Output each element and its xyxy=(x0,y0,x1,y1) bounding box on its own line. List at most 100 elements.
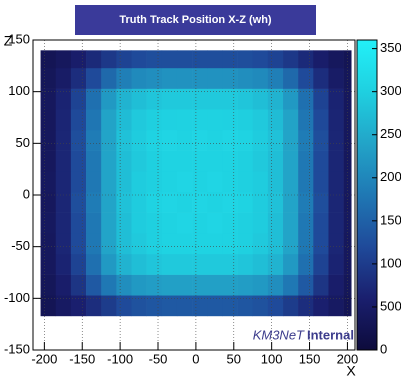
heat-cell xyxy=(328,295,344,317)
heat-cell xyxy=(283,191,299,213)
heat-cell xyxy=(222,171,238,193)
heat-cell xyxy=(116,50,132,69)
heat-cell xyxy=(237,171,254,193)
heat-cell xyxy=(192,274,208,296)
colorbar-tick-label: 2500 xyxy=(380,126,401,141)
heat-cell xyxy=(222,67,238,89)
heat-cell xyxy=(328,171,344,193)
colorbar-tick-label: 2000 xyxy=(380,169,401,184)
heat-cell xyxy=(298,274,314,296)
heat-cell xyxy=(101,171,117,193)
heat-cell xyxy=(176,295,193,317)
colorbar-tick-label: 3000 xyxy=(380,83,401,98)
heat-cell xyxy=(313,150,329,172)
heat-cell xyxy=(176,88,193,110)
heat-cell xyxy=(55,191,72,213)
heat-cell xyxy=(328,212,344,234)
heat-cell xyxy=(116,274,132,296)
heat-cell xyxy=(131,212,147,234)
heat-cell xyxy=(313,88,329,110)
heat-cell xyxy=(313,50,329,69)
heat-cell xyxy=(237,109,254,131)
heat-cell xyxy=(161,88,178,110)
heat-cell xyxy=(328,50,344,69)
x-axis-label: X xyxy=(346,363,356,379)
x-tick-label: 200 xyxy=(337,351,359,366)
heat-cell xyxy=(192,171,208,193)
overlay xyxy=(32,39,356,351)
heat-cell xyxy=(146,109,163,131)
heat-cell xyxy=(40,233,57,255)
heat-cell xyxy=(192,50,208,69)
heat-cell xyxy=(267,253,284,275)
heat-cell xyxy=(131,233,147,255)
heat-cell xyxy=(86,233,102,255)
heat-cell xyxy=(40,109,57,131)
heat-cell xyxy=(86,253,102,275)
heat-cell xyxy=(328,109,344,131)
heat-cell xyxy=(267,233,284,255)
heat-cell xyxy=(237,212,254,234)
heat-cell xyxy=(313,212,329,234)
heat-cell xyxy=(146,191,163,213)
heat-cell xyxy=(298,129,314,151)
heat-cell xyxy=(86,67,102,89)
heat-cell xyxy=(161,129,178,151)
heat-cell xyxy=(55,233,72,255)
heat-cell xyxy=(252,67,269,89)
heat-cell xyxy=(328,253,344,275)
heat-cell xyxy=(86,295,102,317)
heat-cell xyxy=(192,233,208,255)
heat-cell xyxy=(222,295,238,317)
heat-cell xyxy=(131,171,147,193)
heatmap-cells xyxy=(40,50,352,317)
heat-cell xyxy=(267,150,284,172)
heat-cell xyxy=(237,129,254,151)
heat-cell xyxy=(328,67,344,89)
heat-cell xyxy=(55,50,72,69)
heat-cell xyxy=(131,109,147,131)
heat-cell xyxy=(313,129,329,151)
heat-cell xyxy=(101,150,117,172)
heat-cell xyxy=(192,295,208,317)
heat-cell xyxy=(298,233,314,255)
heat-cell xyxy=(252,191,269,213)
y-tick-label: -50 xyxy=(11,238,30,253)
heat-cell xyxy=(222,253,238,275)
heat-cell xyxy=(328,88,344,110)
heat-cell xyxy=(146,67,163,89)
heat-cell xyxy=(176,253,193,275)
heat-cell xyxy=(40,50,57,69)
heat-cell xyxy=(192,253,208,275)
heat-cell xyxy=(161,67,178,89)
heat-cell xyxy=(313,109,329,131)
heat-cell xyxy=(40,88,57,110)
colorbar-tick-label: 500 xyxy=(380,298,401,313)
heat-cell xyxy=(207,129,223,151)
heat-cell xyxy=(40,253,57,275)
colorbar-tick-label: 1000 xyxy=(380,255,401,270)
heat-cell xyxy=(116,191,132,213)
heat-cell xyxy=(222,109,238,131)
y-tick-label: 0 xyxy=(23,186,30,201)
plot-frame xyxy=(32,39,356,351)
heat-cell xyxy=(40,129,57,151)
heat-cell xyxy=(55,212,72,234)
heat-cell xyxy=(283,67,299,89)
heat-cell xyxy=(86,171,102,193)
heat-cell xyxy=(86,274,102,296)
heat-cell xyxy=(70,274,87,296)
heat-cell xyxy=(267,171,284,193)
heat-cell xyxy=(161,150,178,172)
heat-cell xyxy=(207,109,223,131)
heat-cell xyxy=(116,129,132,151)
heat-cell xyxy=(252,233,269,255)
heat-cell xyxy=(116,88,132,110)
heat-cell xyxy=(343,233,352,255)
x-tick-label: 150 xyxy=(299,351,321,366)
heat-cell xyxy=(343,88,352,110)
heat-cell xyxy=(267,274,284,296)
heat-cell xyxy=(40,150,57,172)
heat-cell xyxy=(343,129,352,151)
heat-cell xyxy=(70,212,87,234)
